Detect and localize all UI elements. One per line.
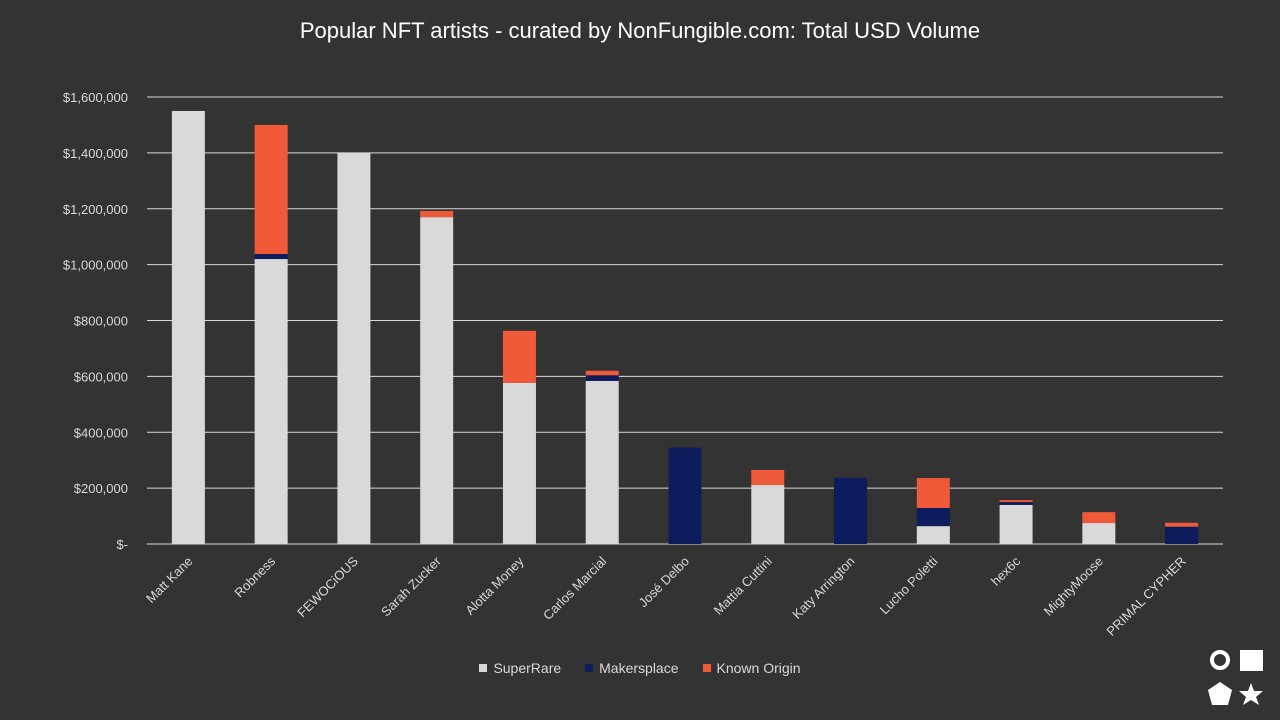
logo-shapes-icon — [1208, 650, 1263, 705]
x-tick-label: FEWOCiOUS — [294, 553, 361, 620]
y-tick-label: $200,000 — [74, 481, 128, 496]
x-tick-label: hex6c — [988, 553, 1023, 588]
bar-superrare — [585, 380, 619, 544]
y-tick-label: $800,000 — [74, 314, 128, 329]
bar-known-origin — [1165, 522, 1199, 527]
x-tick-label: MightyMoose — [1041, 554, 1106, 619]
bar-makersplace — [916, 507, 950, 527]
legend-label: Known Origin — [716, 660, 801, 676]
x-tick-label: Katy Arrington — [789, 554, 857, 622]
x-tick-label: Mattia Cuttini — [711, 553, 775, 617]
x-tick-label: Sarah Zucker — [378, 553, 444, 619]
bar-known-origin — [916, 478, 950, 508]
legend-item: Known Origin — [702, 660, 801, 676]
bar-superrare — [916, 526, 950, 544]
bar-superrare — [420, 217, 454, 544]
legend-item: Makersplace — [585, 660, 679, 676]
y-tick-label: $1,200,000 — [63, 202, 128, 217]
bar-makersplace — [1165, 526, 1199, 544]
y-tick-label: $1,600,000 — [63, 90, 128, 105]
legend-label: Makersplace — [599, 660, 679, 676]
bar-known-origin — [585, 370, 619, 376]
bar-known-origin — [999, 500, 1033, 503]
bar-superrare — [254, 259, 288, 544]
x-tick-label: PRIMAL CYPHER — [1103, 554, 1188, 639]
bar-makersplace — [585, 375, 619, 381]
x-tick-label: Alotta Money — [462, 553, 527, 618]
x-tick-label: Carlos Marcial — [540, 553, 609, 622]
bar-superrare — [337, 152, 371, 544]
x-tick-label: Matt Kane — [143, 554, 196, 607]
bar-known-origin — [420, 210, 454, 218]
bar-makersplace — [254, 254, 288, 260]
legend-item: SuperRare — [479, 660, 561, 676]
bar-superrare — [751, 485, 785, 544]
bar-makersplace — [999, 502, 1033, 505]
x-tick-label: Lucho Poletti — [877, 553, 941, 617]
bar-superrare — [502, 382, 536, 544]
bar-superrare — [171, 110, 205, 544]
bar-makersplace — [834, 477, 868, 544]
x-tick-label: José Delbo — [636, 554, 693, 611]
x-tick-label: Robness — [231, 553, 278, 600]
y-tick-label: $1,400,000 — [63, 146, 128, 161]
y-tick-label: $1,000,000 — [63, 258, 128, 273]
legend-swatch — [702, 664, 711, 672]
bar-known-origin — [502, 330, 536, 383]
bar-known-origin — [751, 469, 785, 486]
bar-known-origin — [254, 124, 288, 255]
y-tick-label: $600,000 — [74, 369, 128, 384]
legend-swatch — [479, 664, 488, 672]
bar-superrare — [999, 504, 1033, 544]
y-tick-label: $- — [116, 537, 128, 552]
legend: SuperRare Makersplace Known Origin — [0, 660, 1280, 676]
bar-makersplace — [668, 447, 702, 544]
y-tick-label: $400,000 — [74, 425, 128, 440]
bar-known-origin — [1082, 512, 1116, 524]
chart-title: Popular NFT artists - curated by NonFung… — [299, 18, 981, 43]
bar-superrare — [1082, 523, 1116, 544]
legend-label: SuperRare — [493, 660, 562, 676]
legend-swatch — [585, 664, 594, 672]
